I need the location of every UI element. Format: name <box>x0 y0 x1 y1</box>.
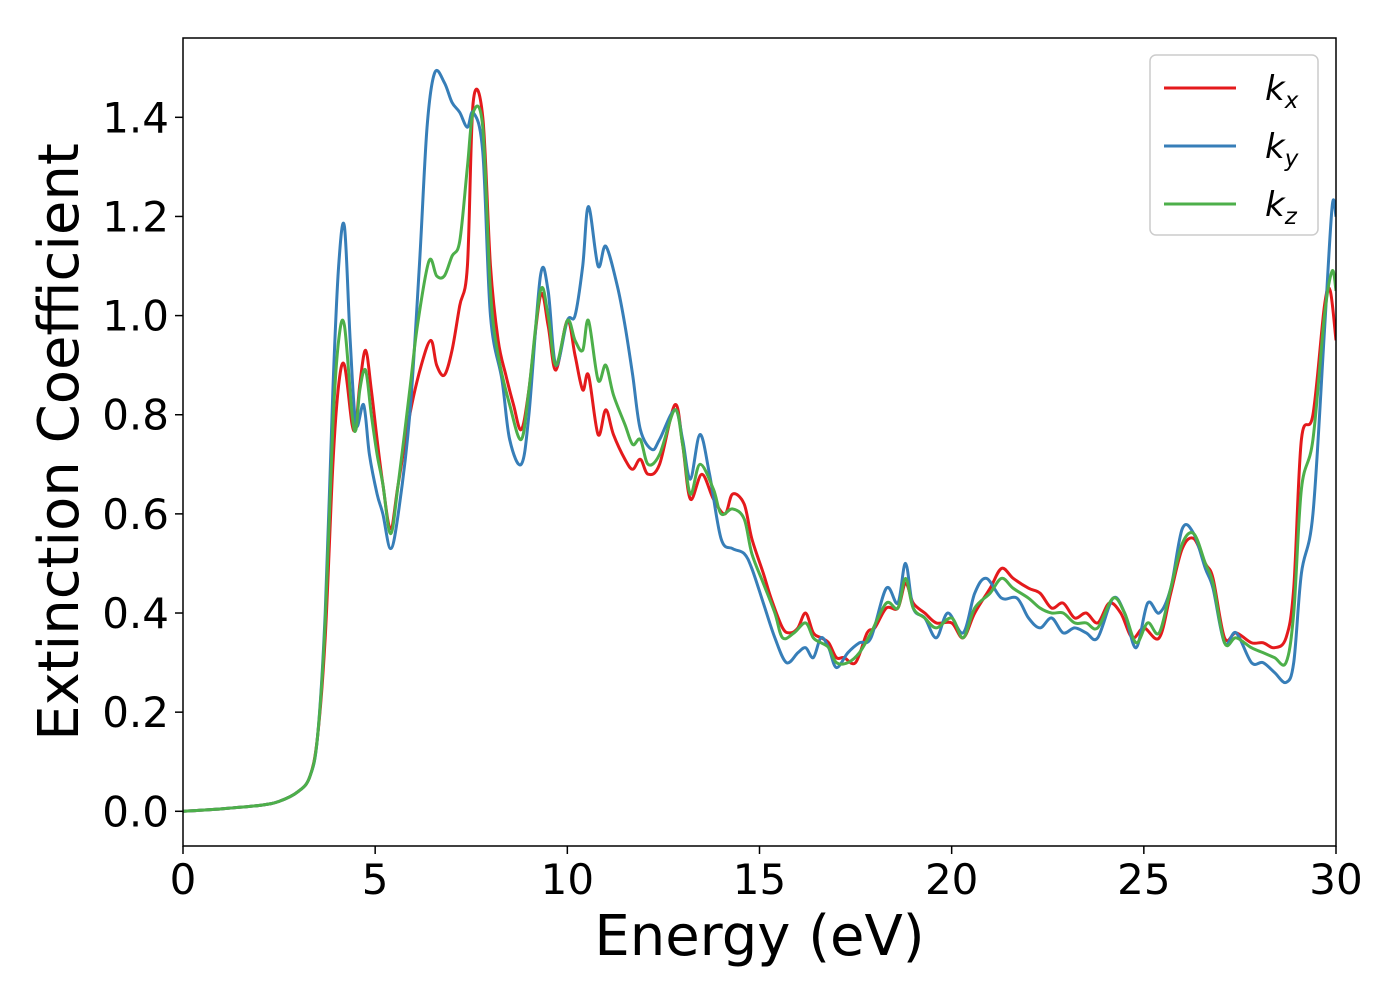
y-axis-ticks: 0.0 0.2 0.4 0.6 0.8 1.0 1.2 1.4 <box>102 93 183 836</box>
x-tick-label: 10 <box>541 855 594 904</box>
legend-label-base: k <box>1265 69 1286 109</box>
x-axis-title: Energy (eV) <box>594 904 924 969</box>
legend-label-base: k <box>1265 127 1286 167</box>
x-tick-label: 20 <box>925 855 978 904</box>
x-tick-label: 25 <box>1117 855 1170 904</box>
legend-label-k-x: kx <box>1265 69 1299 114</box>
legend-label-base: k <box>1265 185 1286 225</box>
x-tick-label: 30 <box>1309 855 1362 904</box>
y-tick-label: 0.8 <box>102 391 169 440</box>
y-tick-label: 1.2 <box>102 192 169 241</box>
y-axis-title: Extinction Coefficient <box>27 143 92 741</box>
y-tick-label: 0.6 <box>102 490 169 539</box>
legend-label-k-z: kz <box>1265 185 1298 230</box>
x-tick-label: 15 <box>733 855 786 904</box>
legend-label-k-y: ky <box>1265 127 1299 172</box>
x-axis-ticks: 0 5 10 15 20 25 30 <box>170 846 1363 904</box>
series-line-k-z <box>183 104 1336 813</box>
legend-label-subscript: y <box>1284 146 1299 172</box>
y-tick-label: 0.0 <box>102 787 169 836</box>
legend-label-subscript: x <box>1284 88 1299 114</box>
y-tick-label: 1.0 <box>102 292 169 341</box>
legend-label-subscript: z <box>1284 204 1298 230</box>
x-tick-label: 0 <box>170 855 197 904</box>
y-tick-label: 0.2 <box>102 688 169 737</box>
series-layer <box>183 68 1336 813</box>
series-line-k-y <box>183 68 1336 813</box>
x-tick-label: 5 <box>362 855 389 904</box>
y-tick-label: 1.4 <box>102 93 169 142</box>
y-tick-label: 0.4 <box>102 589 169 638</box>
